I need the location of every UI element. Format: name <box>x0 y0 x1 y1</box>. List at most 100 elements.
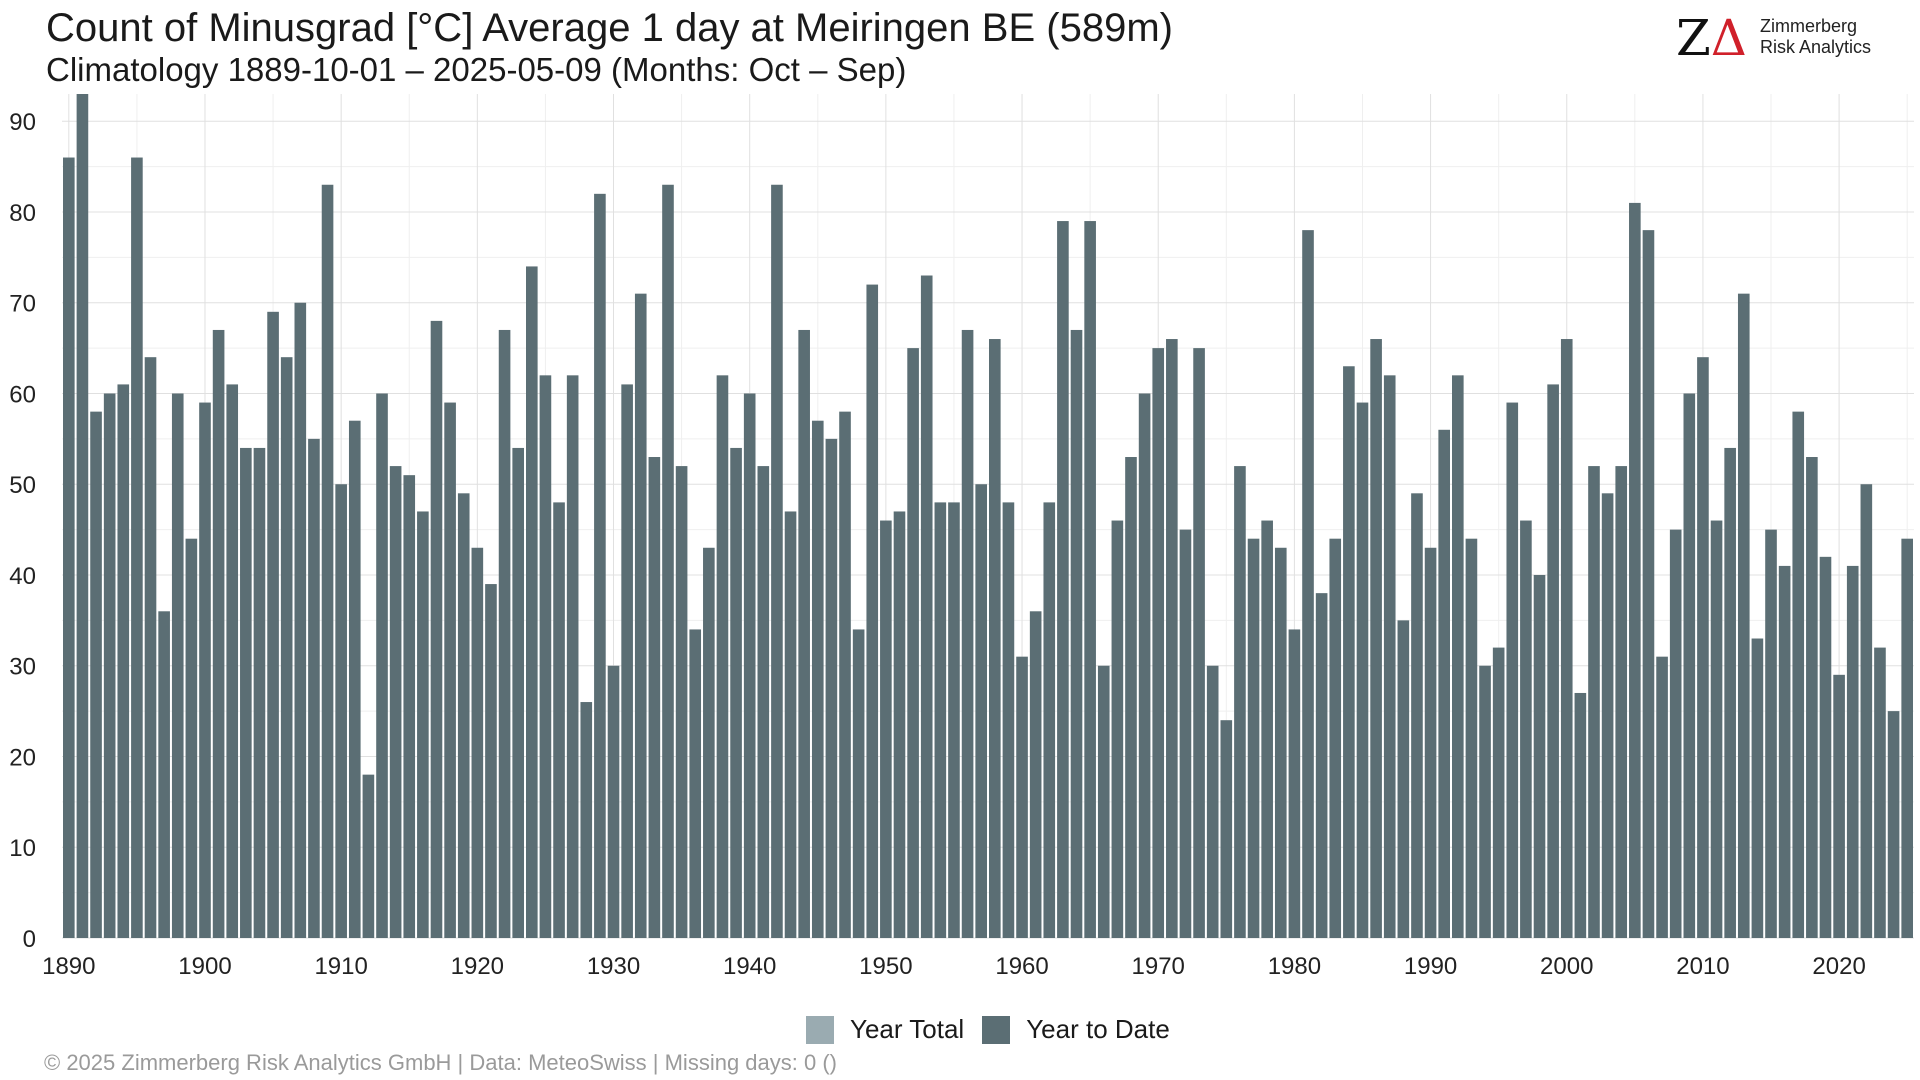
bar <box>771 184 783 938</box>
bar <box>961 329 974 938</box>
bar <box>526 266 538 938</box>
bar <box>675 466 688 938</box>
y-tick-label: 30 <box>9 654 36 681</box>
bar <box>1792 411 1805 938</box>
bar <box>1070 329 1083 938</box>
legend-item-year-total: Year Total <box>806 1014 964 1045</box>
bar <box>1588 466 1600 938</box>
bar <box>852 629 865 938</box>
bar <box>1166 339 1178 939</box>
y-tick-label: 80 <box>9 200 36 227</box>
bar <box>1560 339 1573 939</box>
bar <box>1383 375 1396 938</box>
bar <box>839 411 851 938</box>
bar <box>1152 348 1165 938</box>
bar <box>1533 574 1546 938</box>
bar <box>1547 384 1559 939</box>
y-tick-label: 20 <box>9 744 36 771</box>
bar <box>498 329 511 938</box>
legend-label-year-to-date: Year to Date <box>1026 1014 1170 1044</box>
bar <box>308 438 320 938</box>
bar <box>866 284 879 938</box>
y-tick-label: 60 <box>9 381 36 408</box>
bar <box>1261 520 1273 938</box>
bar <box>335 484 347 938</box>
y-tick-label: 10 <box>9 835 36 862</box>
bar <box>825 438 838 938</box>
bar <box>1206 665 1219 938</box>
bar-chart: 0 10 20 30 40 50 60 70 80 90 1890 1900 1910 1920 1930 1… <box>9 94 1914 980</box>
bar <box>1057 221 1069 938</box>
x-tick-label: 1910 <box>314 953 367 980</box>
bar <box>743 393 756 938</box>
bar <box>389 466 402 938</box>
bar <box>348 420 361 938</box>
bar <box>539 375 552 938</box>
bar <box>1656 656 1668 938</box>
bar <box>1492 647 1505 938</box>
bar <box>1819 556 1832 938</box>
bar <box>1833 674 1845 938</box>
bar <box>63 157 75 939</box>
bar <box>1329 538 1342 938</box>
bar <box>920 275 933 938</box>
bar <box>1370 339 1382 939</box>
y-tick-label: 40 <box>9 563 36 590</box>
legend-item-year-to-date: Year to Date <box>982 1014 1170 1045</box>
bar <box>444 402 456 938</box>
bar <box>1724 447 1736 938</box>
bar <box>757 466 770 938</box>
x-tick-label: 1950 <box>859 953 912 980</box>
bar <box>417 511 429 938</box>
bar <box>1220 720 1233 938</box>
bar <box>1683 393 1696 938</box>
x-tick-label: 1930 <box>587 953 640 980</box>
bar <box>566 375 579 938</box>
bar <box>471 547 484 938</box>
bar <box>199 402 211 938</box>
bar <box>1574 692 1587 938</box>
bar <box>185 538 198 938</box>
bar <box>662 184 674 938</box>
y-tick-label: 90 <box>9 109 36 136</box>
bar <box>376 393 388 938</box>
bar <box>226 384 239 939</box>
bar <box>253 447 266 938</box>
bar <box>893 511 906 938</box>
bar <box>1125 457 1137 938</box>
chart-subtitle: Climatology 1889-10-01 – 2025-05-09 (Mon… <box>46 51 907 88</box>
bar <box>1860 484 1873 938</box>
bar <box>934 502 947 938</box>
x-tick-label: 1990 <box>1404 953 1457 980</box>
bar <box>1424 547 1437 938</box>
x-tick-label: 1890 <box>42 953 95 980</box>
bar <box>1778 565 1791 938</box>
bar <box>457 493 470 938</box>
bar <box>634 293 647 939</box>
bar <box>1669 529 1682 938</box>
bar <box>240 447 252 938</box>
y-tick-label: 70 <box>9 291 36 318</box>
bar <box>1288 629 1301 938</box>
legend-swatch-year-total <box>806 1015 834 1044</box>
bar <box>798 329 810 938</box>
bar <box>212 329 225 938</box>
bar <box>117 384 130 939</box>
bar <box>131 157 143 939</box>
x-tick-label: 2010 <box>1676 953 1729 980</box>
bar <box>1111 520 1124 938</box>
bar <box>811 420 824 938</box>
logo-mark: ZΔ <box>1676 9 1747 67</box>
bar <box>362 774 375 938</box>
x-tick-label: 2020 <box>1812 953 1865 980</box>
bar <box>703 547 715 938</box>
bar <box>1806 457 1818 938</box>
chart-title: Count of Minusgrad [°C] Average 1 day at… <box>46 6 1173 50</box>
bar <box>1765 529 1777 938</box>
bar <box>1084 221 1096 938</box>
legend-swatch-year-to-date <box>982 1015 1011 1044</box>
bar <box>1438 429 1450 938</box>
bar <box>321 184 334 938</box>
bar <box>1411 493 1423 938</box>
logo-line-2: Risk Analytics <box>1760 37 1872 57</box>
